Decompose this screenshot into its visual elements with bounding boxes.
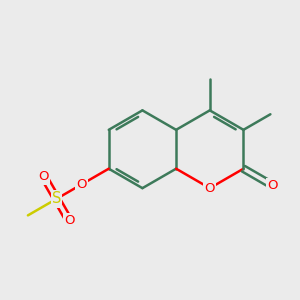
Text: S: S xyxy=(52,191,61,206)
Text: O: O xyxy=(267,179,277,192)
Text: O: O xyxy=(39,170,49,184)
Text: O: O xyxy=(76,178,87,191)
Text: O: O xyxy=(64,214,74,227)
Text: O: O xyxy=(205,182,215,195)
